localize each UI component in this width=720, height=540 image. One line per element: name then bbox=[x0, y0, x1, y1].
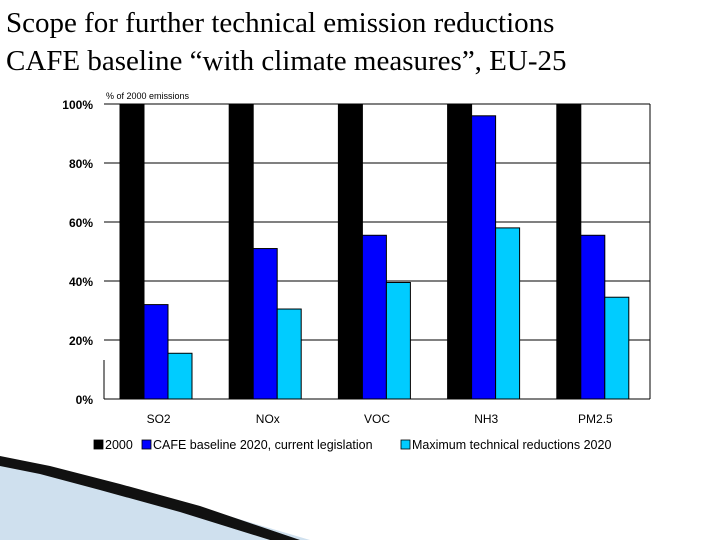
bar-voc-series-2 bbox=[361, 234, 387, 400]
y-tick-labels: 0% 20% 40% 60% 80% 100% bbox=[62, 98, 93, 407]
y-tick-label: 60% bbox=[69, 216, 93, 230]
bar-voc-series-3 bbox=[385, 281, 411, 400]
bar-nh3-series-1 bbox=[447, 103, 473, 400]
x-tick-labels: SO2 NOx VOC NH3 PM2.5 bbox=[147, 412, 613, 426]
x-tick-label: SO2 bbox=[147, 412, 171, 426]
legend-label: CAFE baseline 2020, current legislation bbox=[153, 438, 373, 452]
bar-so2-series-2 bbox=[143, 304, 169, 400]
bar-pm25-series-3 bbox=[604, 296, 630, 400]
legend-label: Maximum technical reductions 2020 bbox=[412, 438, 611, 452]
bar-pm25-series-1 bbox=[556, 103, 582, 400]
bar-voc-series-1 bbox=[337, 103, 363, 400]
y-tick-label: 20% bbox=[69, 334, 93, 348]
y-tick-label: 100% bbox=[62, 98, 93, 112]
y-tick-label: 40% bbox=[69, 275, 93, 289]
bar-nox-series-2 bbox=[252, 248, 278, 400]
legend-swatch bbox=[93, 439, 104, 450]
bar-nh3-series-3 bbox=[495, 227, 521, 400]
bar-nox-series-3 bbox=[276, 308, 302, 400]
legend-swatch bbox=[400, 439, 411, 450]
legend-label: 2000 bbox=[105, 438, 133, 452]
legend-swatch bbox=[141, 439, 152, 450]
y-tick-label: 0% bbox=[76, 393, 94, 407]
slide-title: Scope for further technical emission red… bbox=[6, 7, 567, 77]
y-tick-label: 80% bbox=[69, 157, 93, 171]
y-axis-unit-label: % of 2000 emissions bbox=[106, 91, 190, 101]
swoosh-dark bbox=[0, 456, 300, 540]
x-tick-label: NOx bbox=[256, 412, 280, 426]
bar-nox-series-1 bbox=[228, 103, 254, 400]
x-tick-label: NH3 bbox=[474, 412, 498, 426]
decorative-swoosh bbox=[0, 456, 310, 540]
legend: 2000 CAFE baseline 2020, current legislat… bbox=[93, 438, 611, 452]
x-tick-label: PM2.5 bbox=[578, 412, 613, 426]
bars bbox=[119, 103, 630, 400]
bar-so2-series-1 bbox=[119, 103, 145, 400]
bar-so2-series-3 bbox=[167, 352, 193, 400]
bar-nh3-series-2 bbox=[471, 115, 497, 400]
x-tick-label: VOC bbox=[364, 412, 390, 426]
bar-pm25-series-2 bbox=[580, 234, 606, 400]
